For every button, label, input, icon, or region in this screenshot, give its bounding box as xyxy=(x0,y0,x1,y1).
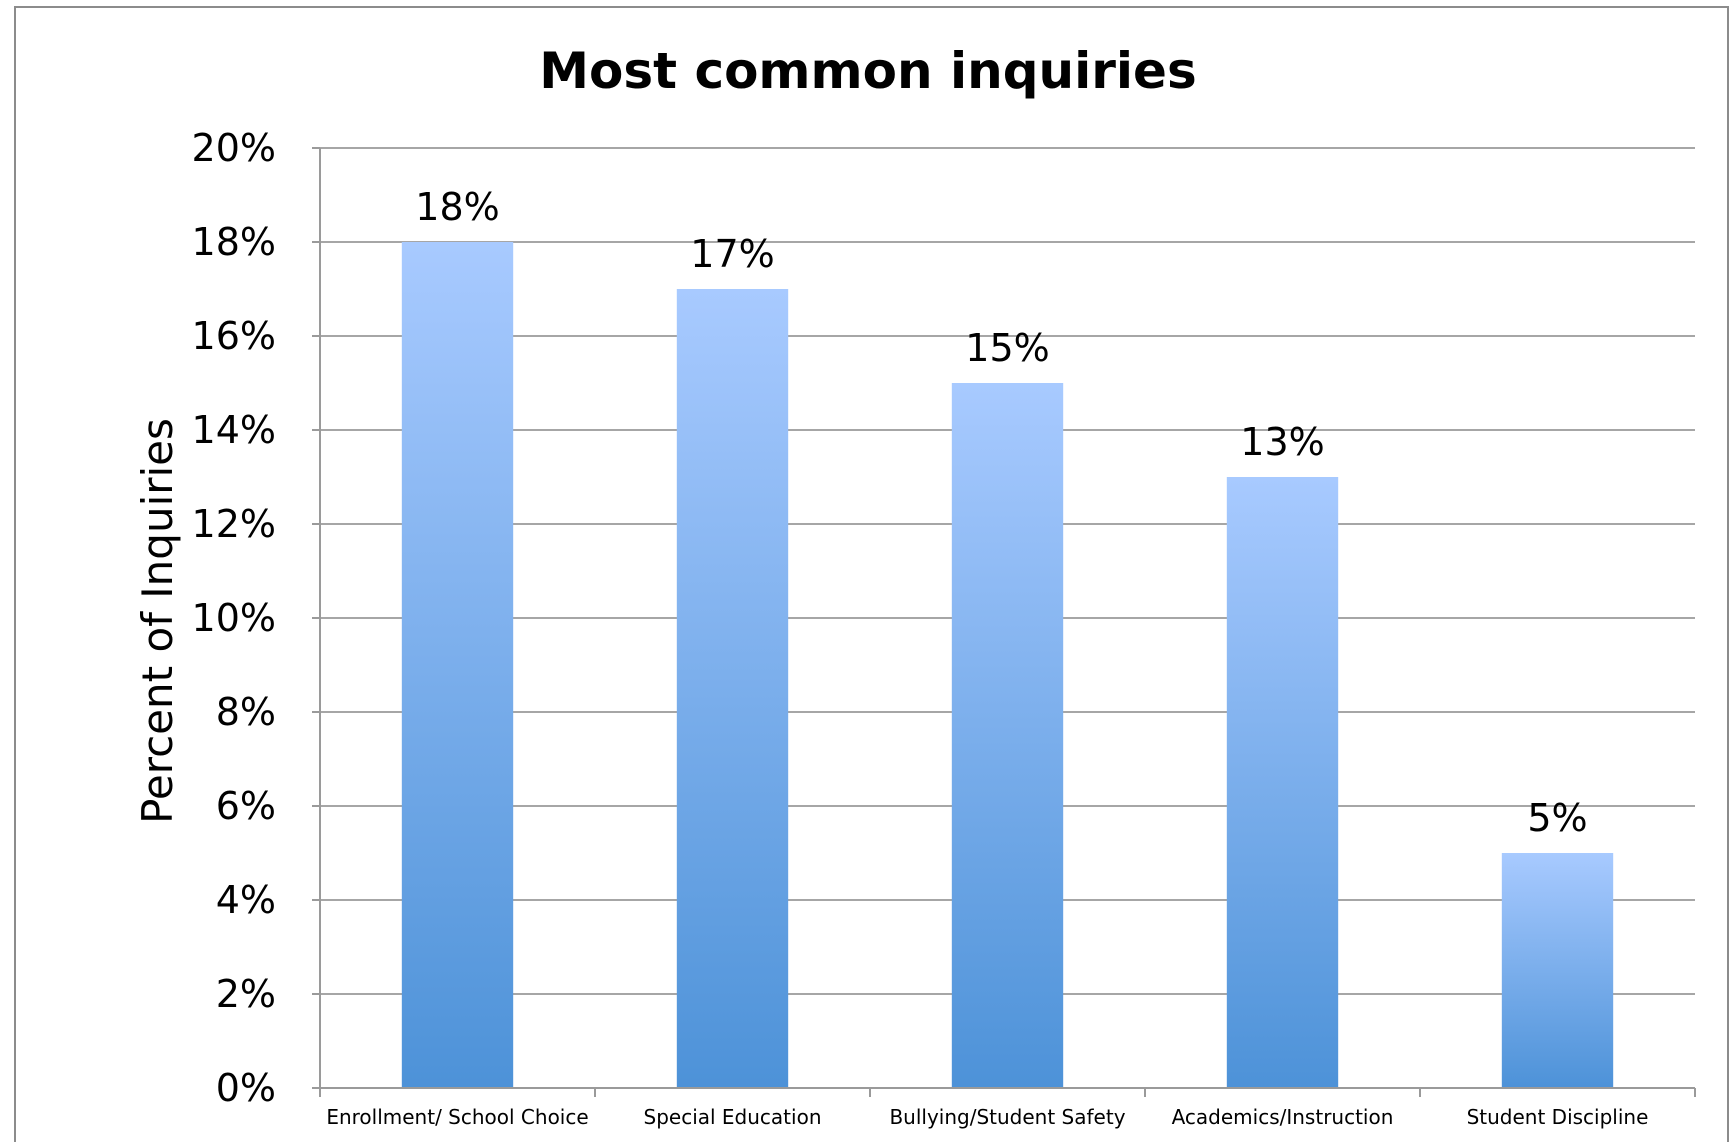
y-tick-label: 4% xyxy=(216,878,276,922)
chart-frame xyxy=(14,6,1729,1142)
bar xyxy=(951,383,1064,1088)
y-tick-label: 14% xyxy=(192,408,276,452)
y-tick-label: 20% xyxy=(192,126,276,170)
y-tick-label: 6% xyxy=(216,784,276,828)
y-tick-label: 12% xyxy=(192,502,276,546)
bar xyxy=(676,289,789,1088)
data-label: 5% xyxy=(1527,796,1587,840)
x-tick-label: Academics/Instruction xyxy=(1172,1105,1394,1129)
y-tick-label: 16% xyxy=(192,314,276,358)
bar xyxy=(1226,477,1339,1088)
data-label: 18% xyxy=(415,185,499,229)
bar xyxy=(1501,853,1614,1088)
data-labels: 18% 17% 15% 13% 5% xyxy=(415,185,1587,840)
x-tick-label: Enrollment/ School Choice xyxy=(326,1105,588,1129)
bars xyxy=(401,242,1614,1088)
y-axis-label: Percent of Inquiries xyxy=(133,418,182,824)
data-label: 17% xyxy=(690,232,774,276)
axes: 0% 2% 4% 6% 8% 10% 12% 14% 16% 18% 20% Enrollment/ … xyxy=(192,126,1696,1129)
y-tick-label: 8% xyxy=(216,690,276,734)
data-label: 15% xyxy=(965,326,1049,370)
y-tick-label: 10% xyxy=(192,596,276,640)
x-tick-label: Bullying/Student Safety xyxy=(889,1105,1125,1129)
y-tick-label: 2% xyxy=(216,972,276,1016)
x-tick-label: Special Education xyxy=(644,1105,822,1129)
data-label: 13% xyxy=(1240,420,1324,464)
x-tick-label: Student Discipline xyxy=(1467,1105,1649,1129)
y-tick-label: 0% xyxy=(216,1066,276,1110)
y-tick-label: 18% xyxy=(192,220,276,264)
bar xyxy=(401,242,514,1088)
chart-title: Most common inquiries xyxy=(539,42,1196,100)
